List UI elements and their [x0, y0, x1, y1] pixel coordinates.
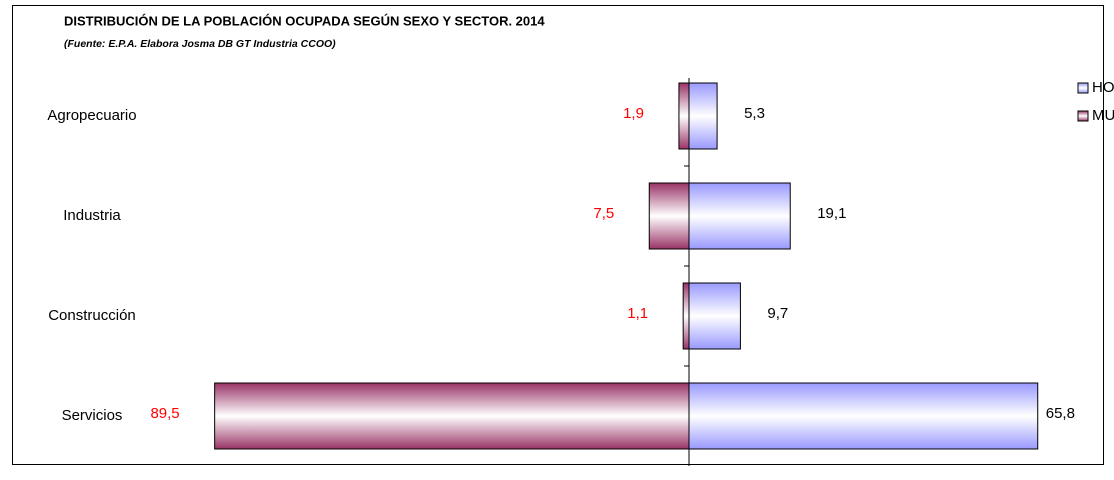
data-label: 5,3	[744, 105, 765, 122]
chart-subtitle: (Fuente: E.P.A. Elabora Josma DB GT Indu…	[64, 38, 336, 50]
data-label: 65,8	[1046, 405, 1075, 422]
legend-label: HOMBRES	[1092, 79, 1114, 96]
bar	[688, 282, 741, 350]
data-label: 7,5	[593, 205, 614, 222]
category-label: Industria	[63, 207, 121, 224]
legend-label: MUJERES	[1092, 107, 1114, 124]
data-label: 1,9	[623, 105, 644, 122]
legend-swatch	[1077, 82, 1089, 94]
legend-swatch	[1077, 110, 1089, 122]
bar	[682, 282, 690, 350]
data-label: 1,1	[627, 305, 648, 322]
bar	[678, 82, 690, 150]
data-label: 89,5	[150, 405, 179, 422]
data-label: 19,1	[817, 205, 846, 222]
bar	[688, 82, 718, 150]
category-label: Agropecuario	[47, 107, 136, 124]
category-label: Servicios	[62, 407, 123, 424]
bar	[648, 182, 690, 250]
category-label: Construcción	[48, 307, 136, 324]
bar	[688, 382, 1039, 450]
chart-title: DISTRIBUCIÓN DE LA POBLACIÓN OCUPADA SEG…	[64, 13, 545, 28]
bar	[688, 182, 791, 250]
data-label: 9,7	[767, 305, 788, 322]
bar	[214, 382, 690, 450]
